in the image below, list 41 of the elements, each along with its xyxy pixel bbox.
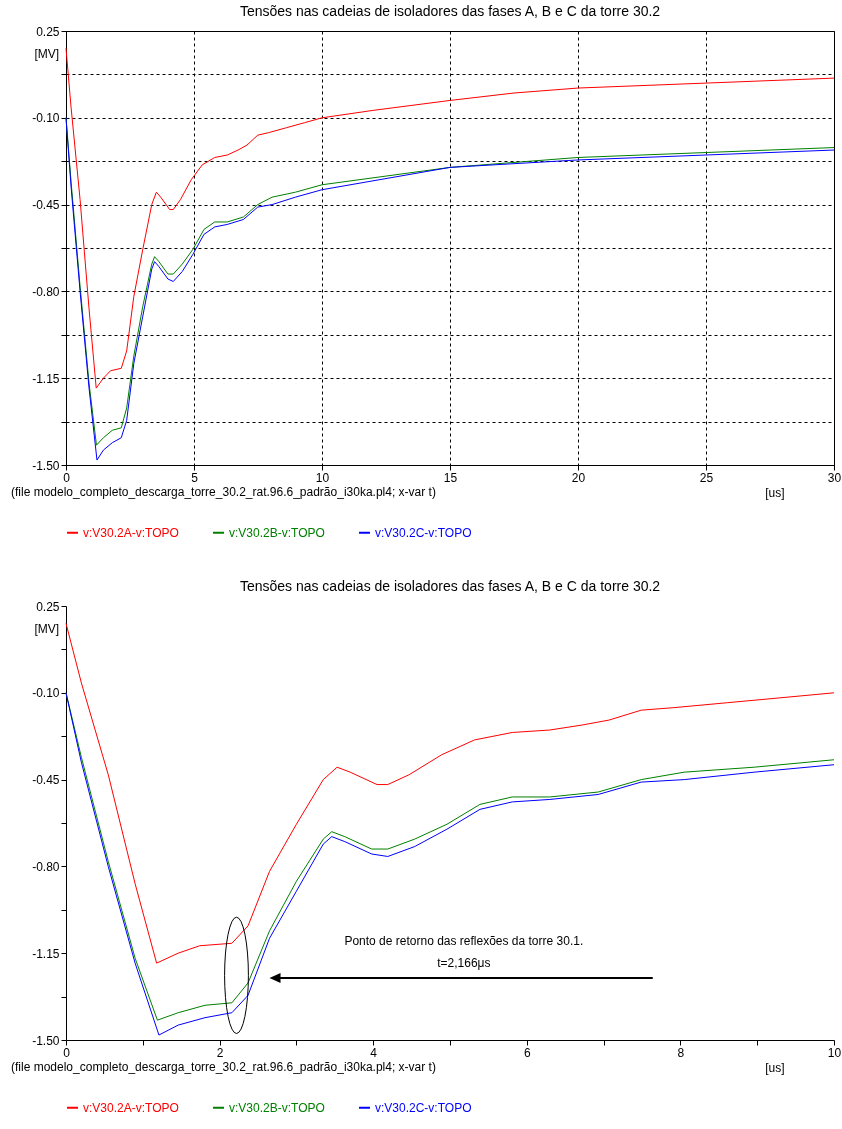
x-axis-title: [us] [765,485,785,500]
line-series [65,47,835,389]
legend-label: v:V30.2A-v:TOPO [83,1100,179,1115]
x-tick-label: 0 [63,470,71,485]
y-tick-label: -0.80 [32,859,60,874]
x-tick-label: 0 [63,1045,71,1060]
text: (file modelo_completo_descarga_torre_30.2_rat.96.6_padrão_i30ka.pl4; x-var t) [11,1060,436,1074]
y-axis-title: [MV] [34,46,60,61]
text: (file modelo_completo_descarga_torre_30.2_rat.96.6_padrão_i30ka.pl4; x-var t) [11,485,436,499]
y-tick-label: -0.80 [32,284,60,299]
x-tick-label: 2 [216,1045,224,1060]
x-tick-label: 25 [699,470,714,485]
y-tick-label: -0.10 [32,111,60,126]
x-tick-label: 4 [370,1045,378,1060]
x-tick-label: 5 [191,470,199,485]
y-tick-label: -1.50 [32,1033,60,1048]
x-tick-label: 6 [523,1045,531,1060]
x-tick-label: 10 [315,470,330,485]
x-tick-label: 8 [677,1045,685,1060]
x-tick-label: 30 [827,470,842,485]
y-tick-label: 0.25 [36,599,60,614]
legend-label: v:V30.2C-v:TOPO [375,1100,472,1115]
x-axis-title: [us] [765,1060,785,1075]
y-tick-label: 0.25 [36,24,60,39]
y-axis-title: [MV] [34,621,60,636]
chart-title: Tensões nas cadeias de isoladores das fases A, B e C da torre 30.2 [239,3,661,19]
y-tick-label: -1.50 [32,458,60,473]
y-tick-label: -1.15 [32,371,60,386]
x-tick-label: 15 [443,470,458,485]
annotation: Ponto de retorno das reflexões da torre 30.1. t=2,166μs [344,933,584,970]
legend-label: v:V30.2A-v:TOPO [83,525,179,540]
legend-label: v:V30.2B-v:TOPO [229,1100,325,1115]
chart-title: Tensões nas cadeias de isoladores das fases A, B e C da torre 30.2 [239,578,661,594]
x-tick-label: 10 [827,1045,842,1060]
y-tick-label: -1.15 [32,946,60,961]
legend-label: v:V30.2B-v:TOPO [229,525,325,540]
x-tick-label: 20 [571,470,586,485]
legend-label: v:V30.2C-v:TOPO [375,525,472,540]
y-tick-label: -0.10 [32,686,60,701]
y-tick-label: -0.45 [32,198,60,213]
y-tick-label: -0.45 [32,773,60,788]
